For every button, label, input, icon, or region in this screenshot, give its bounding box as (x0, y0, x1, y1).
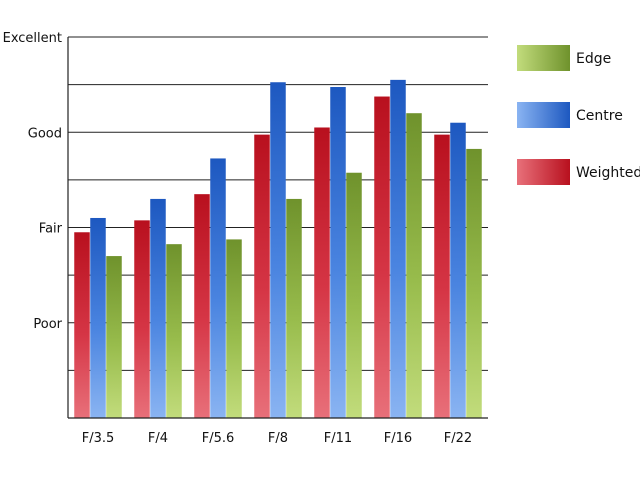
bar-edge-f22 (466, 148, 482, 418)
legend: Edge Centre Weighted (517, 45, 640, 185)
y-tick-label: Fair (39, 222, 63, 237)
bar-weighted-f16 (374, 96, 390, 418)
axes (67, 37, 488, 419)
bar-edge-f35 (106, 256, 122, 418)
bar-weighted-f56 (194, 194, 210, 418)
x-tick-label: F/8 (268, 431, 288, 446)
x-tick-label: F/16 (384, 431, 412, 446)
legend-swatch-centre (517, 102, 570, 128)
bar-centre-f4 (150, 198, 166, 418)
bar-edge-f56 (226, 239, 242, 418)
bar-edge-f11 (346, 172, 362, 418)
bar-centre-f56 (210, 158, 226, 418)
bar-edge-f16 (406, 113, 422, 418)
x-tick-label: F/5.6 (202, 431, 235, 446)
x-tick-label: F/11 (324, 431, 352, 446)
bar-weighted-f4 (134, 220, 150, 418)
bar-weighted-f11 (314, 127, 330, 419)
y-tick-label: Good (28, 126, 62, 141)
x-tick-labels: F/3.5 F/4 F/5.6 F/8 F/11 F/16 F/22 (82, 431, 472, 446)
bar-edge-f8 (286, 198, 302, 418)
y-tick-label: Excellent (3, 31, 62, 46)
legend-label-edge: Edge (576, 51, 611, 67)
x-tick-label: F/4 (148, 431, 168, 446)
bar-centre-f11 (330, 87, 346, 418)
bar-weighted-f8 (254, 134, 270, 418)
legend-label-weighted: Weighted (576, 165, 640, 181)
legend-swatch-weighted (517, 159, 570, 185)
bars (74, 79, 482, 419)
legend-label-centre: Centre (576, 108, 623, 124)
bar-centre-f8 (270, 82, 286, 419)
legend-swatch-edge (517, 45, 570, 71)
x-tick-label: F/3.5 (82, 431, 115, 446)
bar-weighted-f35 (74, 232, 90, 418)
bar-centre-f22 (450, 122, 466, 418)
y-tick-labels: Excellent Good Fair Poor (3, 31, 63, 332)
bar-weighted-f22 (434, 134, 450, 418)
x-tick-label: F/22 (444, 431, 472, 446)
y-tick-label: Poor (33, 317, 62, 332)
bar-centre-f16 (390, 79, 406, 419)
bar-edge-f4 (166, 244, 182, 418)
bar-centre-f35 (90, 217, 106, 418)
